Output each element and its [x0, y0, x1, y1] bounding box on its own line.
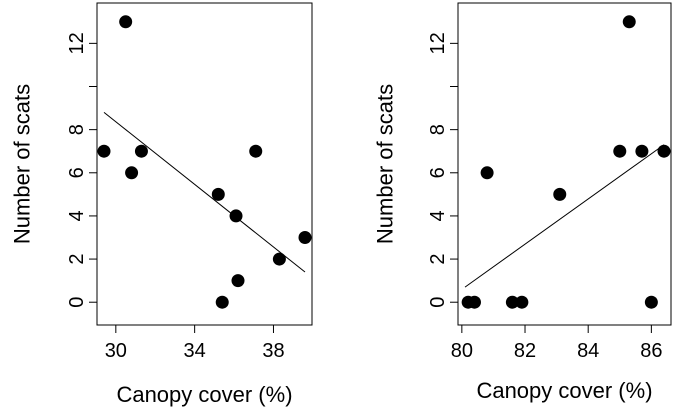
data-point	[505, 295, 519, 309]
y-tick-label: 0	[66, 297, 88, 308]
data-point	[480, 166, 494, 180]
x-tick-label: 80	[451, 340, 473, 362]
x-tick-label: 82	[514, 340, 536, 362]
y-tick-label: 8	[427, 124, 449, 135]
y-tick-label: 12	[66, 32, 88, 54]
x-tick-label: 84	[577, 340, 599, 362]
data-point	[515, 295, 529, 309]
regression-line	[464, 144, 665, 288]
x-axis-label: Canopy cover (%)	[476, 378, 652, 403]
y-tick-label: 4	[66, 210, 88, 221]
data-point	[211, 187, 225, 201]
data-point	[231, 274, 245, 288]
y-tick-label: 6	[427, 167, 449, 178]
data-point	[613, 144, 627, 158]
y-tick-label: 12	[427, 32, 449, 54]
plot-frame	[457, 2, 672, 326]
y-tick-label: 8	[66, 124, 88, 135]
x-axis-label: Canopy cover (%)	[116, 382, 292, 407]
x-tick-label: 34	[184, 340, 206, 362]
data-point	[97, 144, 111, 158]
x-tick-label: 30	[105, 340, 127, 362]
data-point	[215, 295, 229, 309]
x-tick-label: 86	[640, 340, 662, 362]
data-point	[119, 15, 133, 29]
data-point	[553, 187, 567, 201]
data-point	[134, 144, 148, 158]
regression-line	[103, 111, 306, 273]
y-tick-label: 4	[427, 210, 449, 221]
data-point	[272, 252, 286, 266]
y-tick-label: 2	[66, 254, 88, 265]
data-point	[249, 144, 263, 158]
data-point	[622, 15, 636, 29]
data-point	[635, 144, 649, 158]
data-point	[125, 166, 139, 180]
y-axis-label: Number of scats	[373, 84, 398, 244]
data-point	[644, 295, 658, 309]
left-scatter-panel: 0 2 4 6 8 12 30 34 38 Canopy cover (%) Number of s…	[10, 2, 313, 407]
right-scatter-panel: 0 2 4 6 8 12 80 82 84 86 Canopy cover (%) Number of…	[373, 2, 672, 403]
data-point	[298, 231, 312, 244]
y-tick-label: 0	[427, 297, 449, 308]
data-point	[657, 144, 671, 158]
y-axis-label: Number of scats	[10, 84, 35, 244]
y-tick-label: 2	[427, 254, 449, 265]
plot-frame	[96, 2, 313, 326]
x-tick-label: 38	[262, 340, 284, 362]
data-point	[229, 209, 243, 223]
y-tick-label: 6	[66, 167, 88, 178]
data-point	[467, 295, 481, 309]
